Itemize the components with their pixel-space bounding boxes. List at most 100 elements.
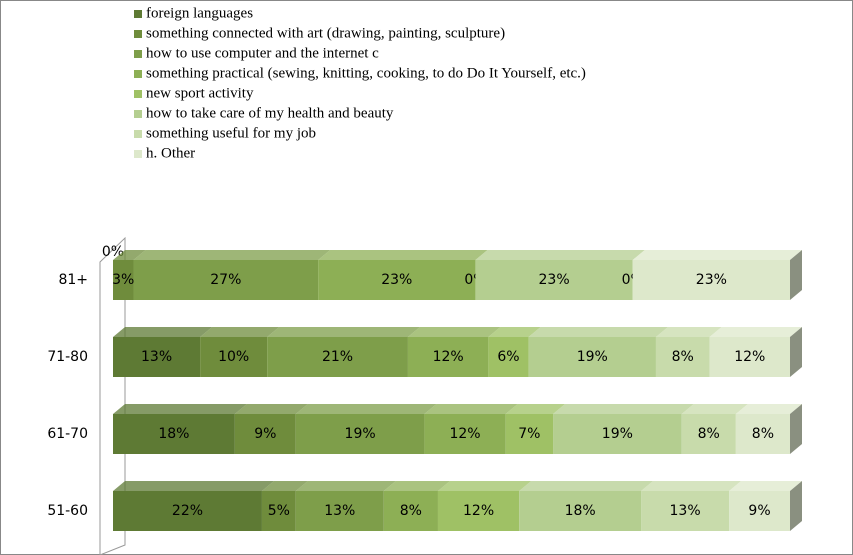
bar-top [655,327,722,337]
data-label: 9% [748,503,770,519]
data-label: 18% [565,503,596,519]
data-label: 21% [322,349,353,365]
bar-segment [475,260,633,300]
bar-top [475,250,645,260]
bar-top [553,404,694,414]
bar-segment [729,491,790,531]
legend-label: new sport activity [146,85,254,101]
data-label: 13% [141,349,172,365]
data-label: 6% [497,349,519,365]
bar-segment [113,337,201,377]
data-label: 23% [539,272,570,288]
bar-top [437,481,532,491]
data-label: 8% [672,349,694,365]
legend-label: something useful for my job [146,125,316,141]
bar-segment [655,337,710,377]
bar-segment [295,414,425,454]
bar-segment [437,491,520,531]
legend-swatch [134,130,142,138]
data-label: 8% [752,426,774,442]
bar-segment [505,414,554,454]
bar-top [528,327,668,337]
bar-side [790,404,802,454]
bar-segment [267,337,408,377]
bar-segment [261,491,296,531]
bar-top [729,481,802,491]
data-label: 22% [172,503,203,519]
bar-top [267,327,420,337]
bar-top [295,481,396,491]
data-label: 18% [158,426,189,442]
bar-top [200,327,280,337]
data-label: 13% [670,503,701,519]
bar-side [790,481,802,531]
data-label: 12% [463,503,494,519]
bar-segment [488,337,529,377]
bar-segment [641,491,730,531]
y-tick-label: 51-60 [47,503,88,519]
y-tick-label: 81+ [58,272,88,288]
legend-label: how to take care of my health and beauty [146,105,394,121]
bar-top [488,327,541,337]
bar-top [113,404,247,414]
bar-top [709,327,802,337]
bar-segment [735,414,790,454]
bar-top [113,481,274,491]
data-label: 23% [381,272,412,288]
bar-top [318,250,488,260]
bar-top [505,404,566,414]
bar-top [632,250,802,260]
data-label: 12% [734,349,765,365]
data-label: 8% [400,503,422,519]
bar-top [519,481,654,491]
legend-label: h. Other [146,145,195,161]
legend-label: something practical (sewing, knitting, c… [146,65,586,81]
bar-segment [113,260,134,300]
bar-segment [113,491,262,531]
bar-top [383,481,450,491]
bar-top [261,481,308,491]
legend-label: foreign languages [146,5,253,21]
data-label: 8% [698,426,720,442]
data-label: 27% [210,272,241,288]
back-wall [99,236,126,555]
y-tick-label: 71-80 [47,349,88,365]
bar-top [133,250,331,260]
bar-segment [383,491,438,531]
y-tick-label: 61-70 [47,426,88,442]
bar-top [735,404,802,414]
bar-segment [133,260,319,300]
data-label: 19% [345,426,376,442]
legend-swatch [134,30,142,38]
bar-segment [295,491,384,531]
data-label: 19% [602,426,633,442]
data-label: 19% [577,349,608,365]
legend-swatch [134,10,142,18]
bar-segment [632,260,790,300]
bar-top [234,404,308,414]
bar-segment [200,337,268,377]
bar-segment [519,491,642,531]
legend-swatch [134,90,142,98]
bar-top [681,404,748,414]
bar-top [113,327,213,337]
legend-swatch [134,70,142,78]
bar-side [790,250,802,300]
bar-top [407,327,501,337]
bar-top [113,250,146,260]
bar-side [790,327,802,377]
bar-top [641,481,742,491]
legend-swatch [134,150,142,158]
legend-swatch [134,110,142,118]
bar-segment [681,414,736,454]
bar-top [424,404,518,414]
bar-segment [424,414,506,454]
bar-segment [113,414,235,454]
legend-label: how to use computer and the internet c [146,45,379,61]
bar-segment [709,337,790,377]
bar-segment [528,337,656,377]
data-label: 7% [518,426,540,442]
bar-segment [407,337,489,377]
data-label: 3% [112,272,134,288]
